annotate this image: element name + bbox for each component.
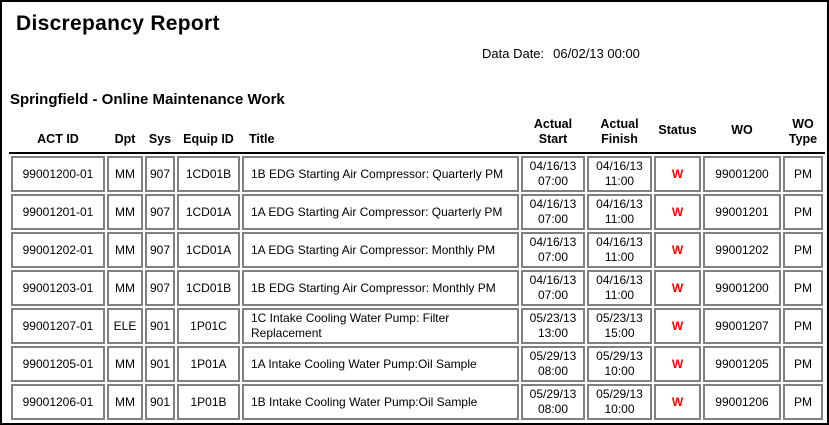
col-header-status: Status: [658, 122, 697, 137]
cell-act-id: 99001200-01: [11, 156, 105, 192]
cell-actual-finish: 04/16/13 11:00: [587, 232, 652, 268]
cell-actual-start: 05/29/13 08:00: [521, 384, 585, 420]
cell-actual-start: 04/16/13 07:00: [521, 156, 585, 192]
cell-wo: 99001202: [703, 232, 781, 268]
cell-title: 1A EDG Starting Air Compressor: Monthly …: [242, 232, 519, 268]
cell-status: W: [654, 270, 701, 306]
cell-actual-finish: 05/23/13 15:00: [587, 308, 652, 344]
cell-title: 1A EDG Starting Air Compressor: Quarterl…: [242, 194, 519, 230]
table-header-row: ACT ID Dpt Sys Equip ID Title Actual Sta…: [11, 116, 823, 150]
cell-wo: 99001205: [703, 346, 781, 382]
cell-sys: 901: [145, 346, 175, 382]
table-row: 99001206-01 MM 901 1P01B 1B Intake Cooli…: [11, 384, 823, 420]
cell-status: W: [654, 384, 701, 420]
cell-dpt: ELE: [107, 308, 143, 344]
cell-actual-finish: 04/16/13 11:00: [587, 156, 652, 192]
cell-title: 1C Intake Cooling Water Pump: Filter Rep…: [242, 308, 519, 344]
cell-actual-start: 04/16/13 07:00: [521, 232, 585, 268]
cell-dpt: MM: [107, 270, 143, 306]
col-header-dpt: Dpt: [114, 132, 136, 146]
cell-status: W: [654, 232, 701, 268]
cell-act-id: 99001201-01: [11, 194, 105, 230]
col-header-title: Title: [249, 132, 275, 146]
table-row: 99001205-01 MM 901 1P01A 1A Intake Cooli…: [11, 346, 823, 382]
cell-dpt: MM: [107, 156, 143, 192]
cell-wo: 99001207: [703, 308, 781, 344]
cell-sys: 907: [145, 270, 175, 306]
cell-title: 1A Intake Cooling Water Pump:Oil Sample: [242, 346, 519, 382]
cell-status: W: [654, 308, 701, 344]
cell-sys: 901: [145, 384, 175, 420]
cell-equip-id: 1CD01A: [177, 194, 240, 230]
cell-wo-type: PM: [783, 346, 823, 382]
cell-wo: 99001200: [703, 270, 781, 306]
cell-wo-type: PM: [783, 270, 823, 306]
cell-sys: 901: [145, 308, 175, 344]
cell-dpt: MM: [107, 232, 143, 268]
col-header-equip-id: Equip ID: [183, 132, 234, 146]
cell-equip-id: 1CD01B: [177, 270, 240, 306]
cell-sys: 907: [145, 156, 175, 192]
table-row: 99001203-01 MM 907 1CD01B 1B EDG Startin…: [11, 270, 823, 306]
cell-dpt: MM: [107, 384, 143, 420]
cell-act-id: 99001207-01: [11, 308, 105, 344]
table-body-grid: 99001200-01 MM 907 1CD01B 1B EDG Startin…: [9, 154, 825, 422]
table-header: ACT ID Dpt Sys Equip ID Title Actual Sta…: [9, 114, 825, 152]
col-header-act-id: ACT ID: [37, 132, 79, 146]
cell-actual-finish: 04/16/13 11:00: [587, 270, 652, 306]
data-date-label: Data Date:: [482, 46, 545, 61]
cell-wo: 99001206: [703, 384, 781, 420]
cell-equip-id: 1CD01A: [177, 232, 240, 268]
cell-actual-finish: 05/29/13 10:00: [587, 346, 652, 382]
cell-act-id: 99001205-01: [11, 346, 105, 382]
cell-title: 1B Intake Cooling Water Pump:Oil Sample: [242, 384, 519, 420]
cell-actual-finish: 05/29/13 10:00: [587, 384, 652, 420]
cell-actual-start: 05/29/13 08:00: [521, 346, 585, 382]
cell-wo-type: PM: [783, 156, 823, 192]
cell-equip-id: 1P01A: [177, 346, 240, 382]
cell-dpt: MM: [107, 194, 143, 230]
table-row: 99001200-01 MM 907 1CD01B 1B EDG Startin…: [11, 156, 823, 192]
report-table: ACT ID Dpt Sys Equip ID Title Actual Sta…: [9, 114, 825, 422]
cell-title: 1B EDG Starting Air Compressor: Quarterl…: [242, 156, 519, 192]
table-row: 99001202-01 MM 907 1CD01A 1A EDG Startin…: [11, 232, 823, 268]
cell-wo-type: PM: [783, 384, 823, 420]
col-header-wo: WO: [731, 122, 753, 137]
cell-status: W: [654, 346, 701, 382]
cell-act-id: 99001202-01: [11, 232, 105, 268]
table-row: 99001207-01 ELE 901 1P01C 1C Intake Cool…: [11, 308, 823, 344]
col-header-sys: Sys: [148, 132, 172, 146]
col-header-actual-start: Actual Start: [533, 117, 573, 146]
data-date-value: 06/02/13 00:00: [553, 46, 640, 61]
cell-sys: 907: [145, 232, 175, 268]
cell-wo: 99001201: [703, 194, 781, 230]
cell-wo: 99001200: [703, 156, 781, 192]
cell-wo-type: PM: [783, 308, 823, 344]
cell-actual-start: 04/16/13 07:00: [521, 194, 585, 230]
cell-equip-id: 1P01B: [177, 384, 240, 420]
cell-actual-start: 04/16/13 07:00: [521, 270, 585, 306]
cell-act-id: 99001203-01: [11, 270, 105, 306]
cell-wo-type: PM: [783, 194, 823, 230]
cell-status: W: [654, 194, 701, 230]
table-body: 99001200-01 MM 907 1CD01B 1B EDG Startin…: [11, 156, 823, 420]
col-header-wo-type: WO Type: [788, 117, 818, 146]
cell-dpt: MM: [107, 346, 143, 382]
header-divider-line: [9, 152, 825, 154]
cell-wo-type: PM: [783, 232, 823, 268]
cell-act-id: 99001206-01: [11, 384, 105, 420]
section-title: Springfield - Online Maintenance Work: [10, 91, 285, 108]
cell-equip-id: 1P01C: [177, 308, 240, 344]
table-row: 99001201-01 MM 907 1CD01A 1A EDG Startin…: [11, 194, 823, 230]
col-header-actual-finish: Actual Finish: [600, 117, 639, 146]
cell-sys: 907: [145, 194, 175, 230]
cell-equip-id: 1CD01B: [177, 156, 240, 192]
cell-actual-finish: 04/16/13 11:00: [587, 194, 652, 230]
cell-status: W: [654, 156, 701, 192]
cell-actual-start: 05/23/13 13:00: [521, 308, 585, 344]
data-date: Data Date: 06/02/13 00:00: [482, 46, 827, 61]
cell-title: 1B EDG Starting Air Compressor: Monthly …: [242, 270, 519, 306]
report-title: Discrepancy Report: [16, 12, 220, 35]
